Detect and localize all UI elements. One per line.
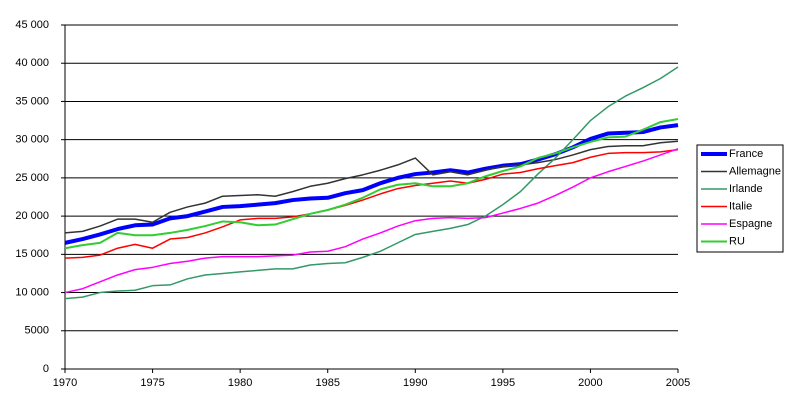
legend-label: France [729, 148, 763, 160]
x-tick-label: 1980 [228, 377, 252, 389]
y-tick-label: 45 000 [15, 19, 49, 31]
x-tick-label: 1970 [53, 377, 77, 389]
x-tick-label: 2005 [666, 377, 690, 389]
y-tick-label: 20 000 [15, 210, 49, 222]
x-tick-label: 1990 [403, 377, 427, 389]
y-tick-label: 5000 [25, 325, 49, 337]
series-line [64, 148, 679, 294]
legend-label: RU [729, 235, 745, 247]
y-tick-label: 30 000 [15, 134, 49, 146]
series-line [64, 118, 679, 250]
x-tick-label: 2000 [578, 377, 602, 389]
y-tick-label: 15 000 [15, 248, 49, 260]
x-tick-label: 1995 [491, 377, 515, 389]
y-tick-label: 35 000 [15, 95, 49, 107]
y-tick-label: 40 000 [15, 57, 49, 69]
legend-label: Allemagne [729, 165, 781, 177]
x-tick-label: 1975 [140, 377, 164, 389]
series-line [64, 148, 679, 259]
x-tick-label: 1985 [315, 377, 339, 389]
y-tick-label: 0 [43, 363, 49, 375]
legend-label: Irlande [729, 183, 763, 195]
y-tick-label: 25 000 [15, 172, 49, 184]
series-line [64, 66, 679, 300]
legend-box [696, 144, 784, 253]
y-tick-label: 10 000 [15, 286, 49, 298]
series-line [64, 140, 679, 234]
legend-label: Italie [729, 200, 752, 212]
legend-label: Espagne [729, 218, 772, 230]
